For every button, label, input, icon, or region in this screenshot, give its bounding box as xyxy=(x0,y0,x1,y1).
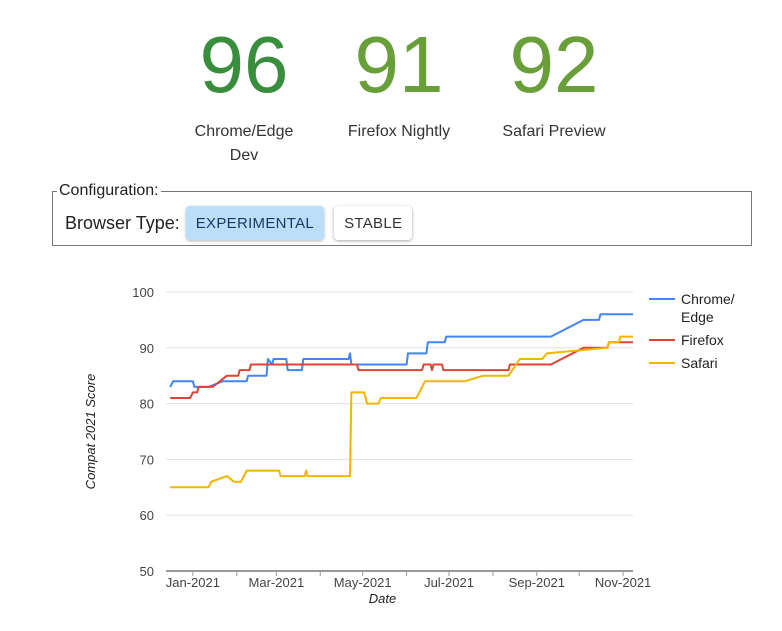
compat-score-chart: 50 60 70 80 90 100 Jan-2021 Mar-2021 May-2021 Jul… xyxy=(83,285,735,606)
score-value-firefox: 91 xyxy=(354,20,444,109)
legend-label-safari: Safari xyxy=(681,355,718,371)
y-tick-label: 70 xyxy=(140,452,154,467)
y-tick-label: 80 xyxy=(140,397,154,412)
score-value-safari: 92 xyxy=(509,20,599,109)
experimental-button[interactable]: EXPERIMENTAL xyxy=(185,206,325,240)
score-label-safari: Safari Preview xyxy=(502,123,606,140)
score-firefox: 91 Firefox Nightly xyxy=(319,22,479,144)
browser-type-label: Browser Type: xyxy=(65,212,180,233)
x-axis-title: Date xyxy=(369,591,396,606)
stable-button[interactable]: STABLE xyxy=(334,206,413,240)
series-line-chrome-edge xyxy=(169,313,633,388)
y-tick-label: 50 xyxy=(140,564,154,579)
y-axis-title: Compat 2021 Score xyxy=(83,374,98,490)
series-line-safari xyxy=(170,335,633,489)
browser-type-row: Browser Type: EXPERIMENTAL STABLE xyxy=(65,200,739,246)
configuration-legend: Configuration: xyxy=(59,182,159,199)
x-tick-label: Jan-2021 xyxy=(166,575,220,590)
configuration-panel: Configuration: Browser Type: EXPERIMENTA… xyxy=(52,182,752,246)
score-label-firefox: Firefox Nightly xyxy=(347,123,451,140)
x-tick-label: Mar-2021 xyxy=(249,575,305,590)
x-tick-label: May-2021 xyxy=(334,575,392,590)
y-tick-label: 60 xyxy=(140,508,154,523)
legend-label-chrome-edge: Chrome/ xyxy=(681,291,735,307)
score-label-chrome: Chrome/Edge Dev xyxy=(194,123,294,164)
score-value-chrome: 96 xyxy=(199,20,289,109)
x-tick-label: Sep-2021 xyxy=(509,575,565,590)
legend-label-firefox: Firefox xyxy=(681,332,724,348)
y-tick-label: 100 xyxy=(132,285,154,300)
x-tick-label: Jul-2021 xyxy=(424,575,474,590)
series-line-firefox xyxy=(170,341,633,399)
score-summary: 96 Chrome/Edge Dev 91 Firefox Nightly 92… xyxy=(0,22,782,172)
score-chrome: 96 Chrome/Edge Dev xyxy=(164,22,324,168)
legend-label-chrome-edge: Edge xyxy=(681,309,714,325)
x-tick-label: Nov-2021 xyxy=(595,575,651,590)
y-tick-label: 90 xyxy=(140,341,154,356)
score-safari: 92 Safari Preview xyxy=(474,22,634,144)
